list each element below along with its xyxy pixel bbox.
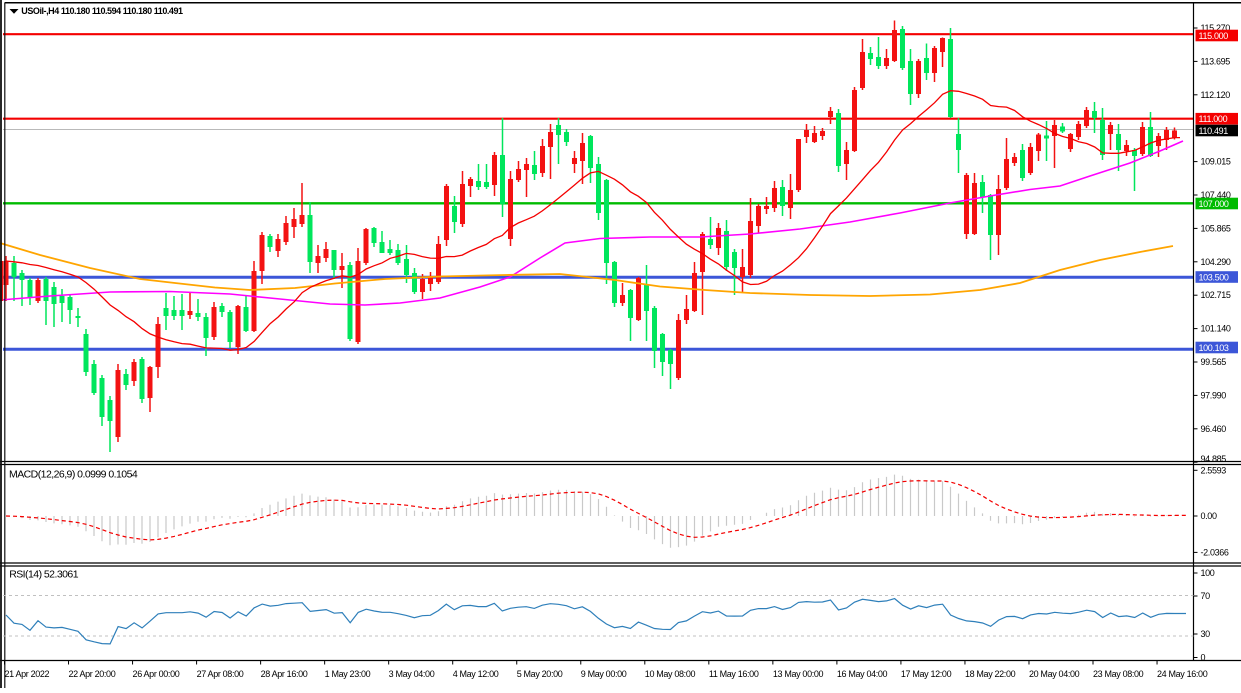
svg-text:0.00: 0.00 — [1201, 511, 1217, 521]
svg-text:17 May 12:00: 17 May 12:00 — [901, 669, 952, 679]
svg-text:USOil-,H4: USOil-,H4 — [21, 6, 59, 16]
svg-text:24 May 16:00: 24 May 16:00 — [1157, 669, 1208, 679]
svg-text:13 May 00:00: 13 May 00:00 — [773, 669, 824, 679]
svg-text:30: 30 — [1201, 629, 1211, 639]
svg-text:RSI(14) 52.3061: RSI(14) 52.3061 — [9, 568, 79, 580]
svg-text:3 May 04:00: 3 May 04:00 — [389, 669, 435, 679]
svg-text:0: 0 — [1201, 653, 1206, 663]
svg-text:9 May 00:00: 9 May 00:00 — [581, 669, 627, 679]
svg-text:112.120: 112.120 — [1201, 90, 1231, 100]
svg-text:101.140: 101.140 — [1201, 324, 1231, 334]
svg-text:-2.0366: -2.0366 — [1201, 547, 1229, 557]
svg-text:107.440: 107.440 — [1201, 190, 1231, 200]
svg-text:110.491: 110.491 — [1199, 126, 1229, 136]
svg-text:28 Apr 16:00: 28 Apr 16:00 — [261, 669, 308, 679]
svg-text:2.5593: 2.5593 — [1201, 465, 1227, 475]
svg-text:103.500: 103.500 — [1199, 272, 1229, 282]
svg-text:27 Apr 08:00: 27 Apr 08:00 — [197, 669, 244, 679]
svg-text:23 May 08:00: 23 May 08:00 — [1093, 669, 1144, 679]
svg-text:10 May 08:00: 10 May 08:00 — [645, 669, 696, 679]
svg-text:100: 100 — [1201, 568, 1215, 578]
svg-text:110.180 110.594 110.180 110.49: 110.180 110.594 110.180 110.491 — [61, 6, 183, 16]
svg-text:99.565: 99.565 — [1201, 357, 1227, 367]
svg-text:105.865: 105.865 — [1201, 223, 1231, 233]
svg-text:104.290: 104.290 — [1201, 257, 1231, 267]
svg-text:100.103: 100.103 — [1199, 343, 1229, 353]
svg-text:70: 70 — [1201, 591, 1211, 601]
svg-text:20 May 04:00: 20 May 04:00 — [1029, 669, 1080, 679]
svg-text:115.270: 115.270 — [1201, 23, 1231, 33]
svg-text:16 May 04:00: 16 May 04:00 — [837, 669, 888, 679]
svg-text:107.000: 107.000 — [1199, 199, 1229, 209]
svg-text:111.000: 111.000 — [1199, 114, 1228, 124]
svg-text:4 May 12:00: 4 May 12:00 — [453, 669, 499, 679]
svg-text:1 May 23:00: 1 May 23:00 — [325, 669, 371, 679]
svg-text:18 May 22:00: 18 May 22:00 — [965, 669, 1016, 679]
svg-text:97.990: 97.990 — [1201, 390, 1227, 400]
svg-text:115.000: 115.000 — [1199, 31, 1229, 41]
svg-text:96.460: 96.460 — [1201, 424, 1227, 434]
svg-text:26 Apr 00:00: 26 Apr 00:00 — [133, 669, 180, 679]
svg-text:MACD(12,26,9) 0.0999 0.1054: MACD(12,26,9) 0.0999 0.1054 — [9, 468, 138, 480]
svg-text:102.715: 102.715 — [1201, 290, 1231, 300]
svg-text:113.695: 113.695 — [1201, 56, 1231, 66]
svg-text:5 May 20:00: 5 May 20:00 — [517, 669, 563, 679]
svg-text:22 Apr 20:00: 22 Apr 20:00 — [69, 669, 116, 679]
svg-text:11 May 16:00: 11 May 16:00 — [709, 669, 759, 679]
svg-text:94.885: 94.885 — [1201, 454, 1227, 464]
svg-text:109.015: 109.015 — [1201, 157, 1231, 167]
svg-text:21 Apr 2022: 21 Apr 2022 — [5, 669, 50, 679]
